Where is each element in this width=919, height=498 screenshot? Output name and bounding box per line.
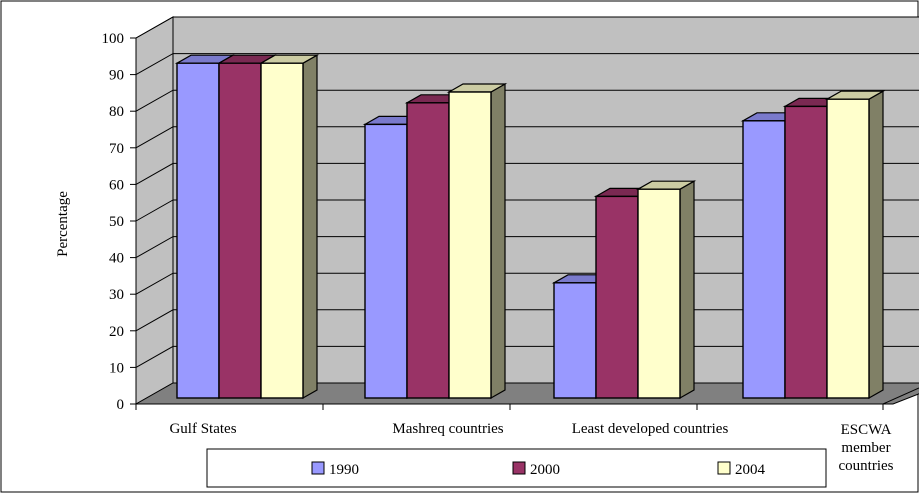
bar-side [302,54,318,400]
bar [824,90,886,400]
bar-side [679,180,695,400]
bar-front [448,91,492,399]
x-category-label: Gulf States [169,421,236,437]
bar-side [868,90,884,400]
floor-edge [882,387,919,405]
bar-front [742,120,786,399]
bar [446,82,508,400]
legend: 1990 2000 2004 [206,448,827,488]
legend-swatch [717,461,731,475]
bar-front [595,195,639,399]
y-tick-label: 100 [102,31,125,47]
bar [635,180,697,400]
x-category-label: Least developed countries [572,421,729,437]
y-tick-label: 80 [109,104,124,120]
bar-side [490,82,506,400]
legend-label: 2000 [530,462,560,478]
legend-label: 2004 [735,462,766,478]
y-tick-label: 70 [109,141,124,157]
bar-front [364,123,408,399]
bar-front [406,102,450,399]
bar-front [218,62,262,399]
bar-front [637,188,681,399]
gridline [135,89,919,112]
bar-front [176,62,220,399]
x-category-label: Mashreq countries [392,421,503,437]
gridline [135,16,919,39]
y-tick-label: 50 [109,214,124,230]
y-tick-label: 90 [109,68,124,84]
y-tick-label: 60 [109,177,124,193]
gridline [135,53,919,76]
y-axis-label: Percentage [55,191,71,257]
legend-swatch [512,461,526,475]
y-tick-label: 40 [109,251,124,267]
gridline [135,126,919,149]
x-category-label: ESCWA member countries [839,422,894,474]
bar-front [826,98,870,399]
bar-front [260,62,304,399]
legend-swatch [311,461,325,475]
legend-label: 1990 [329,462,359,478]
y-tick-label: 10 [109,360,124,376]
gridline [135,162,919,185]
bar [258,54,320,400]
y-tick-label: 20 [109,324,124,340]
bar-front [553,282,597,399]
y-tick-label: 0 [117,397,125,413]
bar-front [784,105,828,399]
y-tick-label: 30 [109,287,124,303]
